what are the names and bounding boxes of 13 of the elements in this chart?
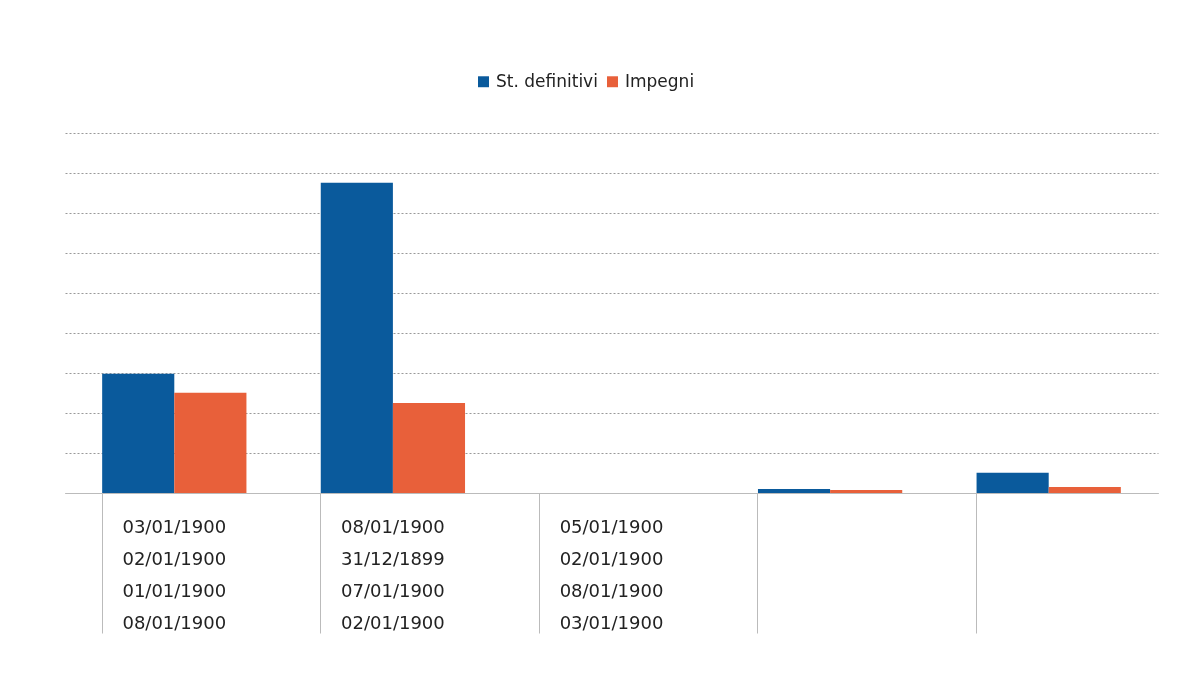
bar — [320, 182, 393, 493]
bar — [102, 373, 175, 493]
bar — [830, 489, 903, 493]
x-tick-label: 03/01/1900 02/01/1900 01/01/1900 08/01/1900 — [122, 515, 227, 633]
x-tick-label: 08/01/1900 31/12/1899 07/01/1900 02/01/1900 — [341, 515, 445, 633]
bar — [392, 403, 466, 493]
legend-label: St. definitivi — [496, 70, 598, 91]
bar — [174, 392, 247, 493]
legend-label: Impegni — [625, 70, 695, 91]
bar — [757, 488, 831, 493]
bar — [976, 472, 1049, 493]
bar — [1048, 487, 1121, 493]
x-tick-label: 05/01/1900 02/01/1900 08/01/1900 03/01/1900 — [559, 515, 664, 633]
